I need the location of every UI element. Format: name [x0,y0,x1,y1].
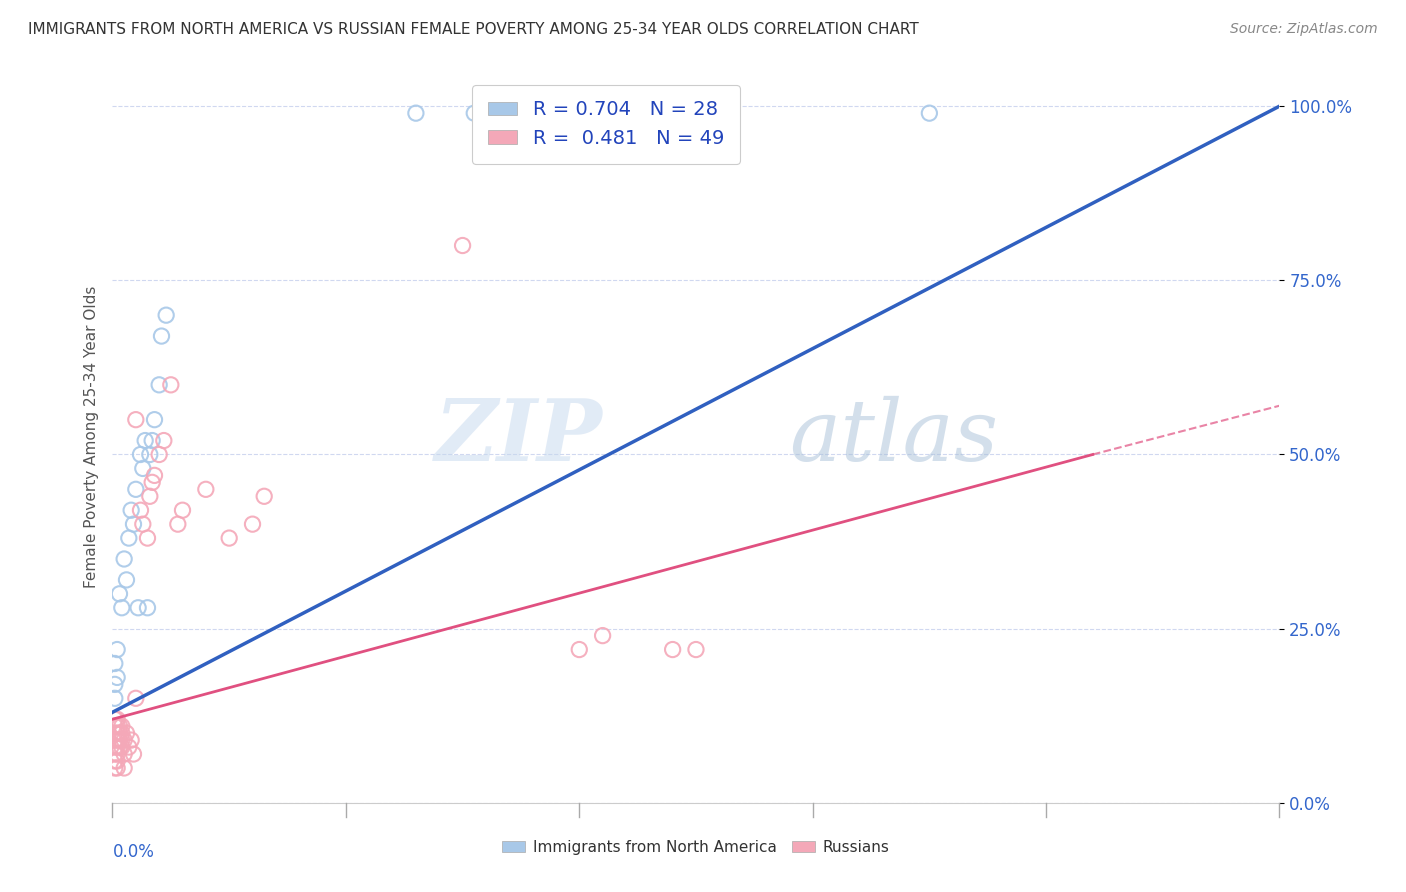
Point [104,761,127,775]
Text: atlas: atlas [789,396,998,478]
Text: Source: ZipAtlas.com: Source: ZipAtlas.com [1230,22,1378,37]
Point [155,308,177,322]
Point [139,448,162,462]
Point [141,475,163,490]
Point [120,733,142,747]
Point [125,691,148,706]
Point [125,412,148,426]
Point [115,573,138,587]
Text: 0.0%: 0.0% [112,843,155,861]
Point [129,448,152,462]
Point [486,106,509,120]
Point [160,377,183,392]
Point [108,726,131,740]
Point [104,726,127,740]
Point [136,600,159,615]
Point [112,552,135,566]
Point [568,642,591,657]
Point [112,733,135,747]
Point [111,740,134,755]
Point [143,412,166,426]
Point [105,726,128,740]
Point [148,448,170,462]
Point [105,761,128,775]
Text: IMMIGRANTS FROM NORTH AMERICA VS RUSSIAN FEMALE POVERTY AMONG 25-34 YEAR OLDS CO: IMMIGRANTS FROM NORTH AMERICA VS RUSSIAN… [28,22,920,37]
Point [105,712,128,726]
Point [111,733,134,747]
Point [918,106,941,120]
Point [120,503,142,517]
Point [105,642,128,657]
Point [166,517,188,532]
Point [451,238,474,252]
Point [661,642,683,657]
Point [153,434,176,448]
Point [104,747,127,761]
Point [127,600,149,615]
Point [104,733,127,747]
Point [105,719,128,733]
Point [139,489,162,503]
Point [104,719,127,733]
Legend: Immigrants from North America, Russians: Immigrants from North America, Russians [496,834,896,861]
Point [104,677,127,691]
Point [111,719,134,733]
Point [105,670,128,684]
Point [172,503,194,517]
Point [242,517,264,532]
Point [132,517,155,532]
Point [685,642,707,657]
Point [148,377,170,392]
Point [194,483,217,497]
Point [592,629,614,643]
Point [118,740,141,755]
Point [104,712,127,726]
Point [105,754,128,768]
Point [105,740,128,755]
Point [108,740,131,755]
Point [104,740,127,755]
Point [104,754,127,768]
Point [143,468,166,483]
Point [218,531,240,545]
Point [112,761,135,775]
Point [405,106,427,120]
Point [253,489,276,503]
Point [111,600,134,615]
Point [115,726,138,740]
Point [141,434,163,448]
Point [104,691,127,706]
Text: ZIP: ZIP [434,395,603,479]
Point [105,733,128,747]
Point [112,747,135,761]
Point [118,531,141,545]
Point [129,503,152,517]
Point [134,434,156,448]
Point [122,747,145,761]
Point [108,719,131,733]
Point [111,726,134,740]
Point [150,329,173,343]
Point [132,461,155,475]
Point [108,587,131,601]
Point [136,531,159,545]
Point [463,106,485,120]
Point [108,733,131,747]
Point [125,483,148,497]
Point [104,657,127,671]
Point [122,517,145,532]
Y-axis label: Female Poverty Among 25-34 Year Olds: Female Poverty Among 25-34 Year Olds [83,286,98,588]
Point [105,747,128,761]
